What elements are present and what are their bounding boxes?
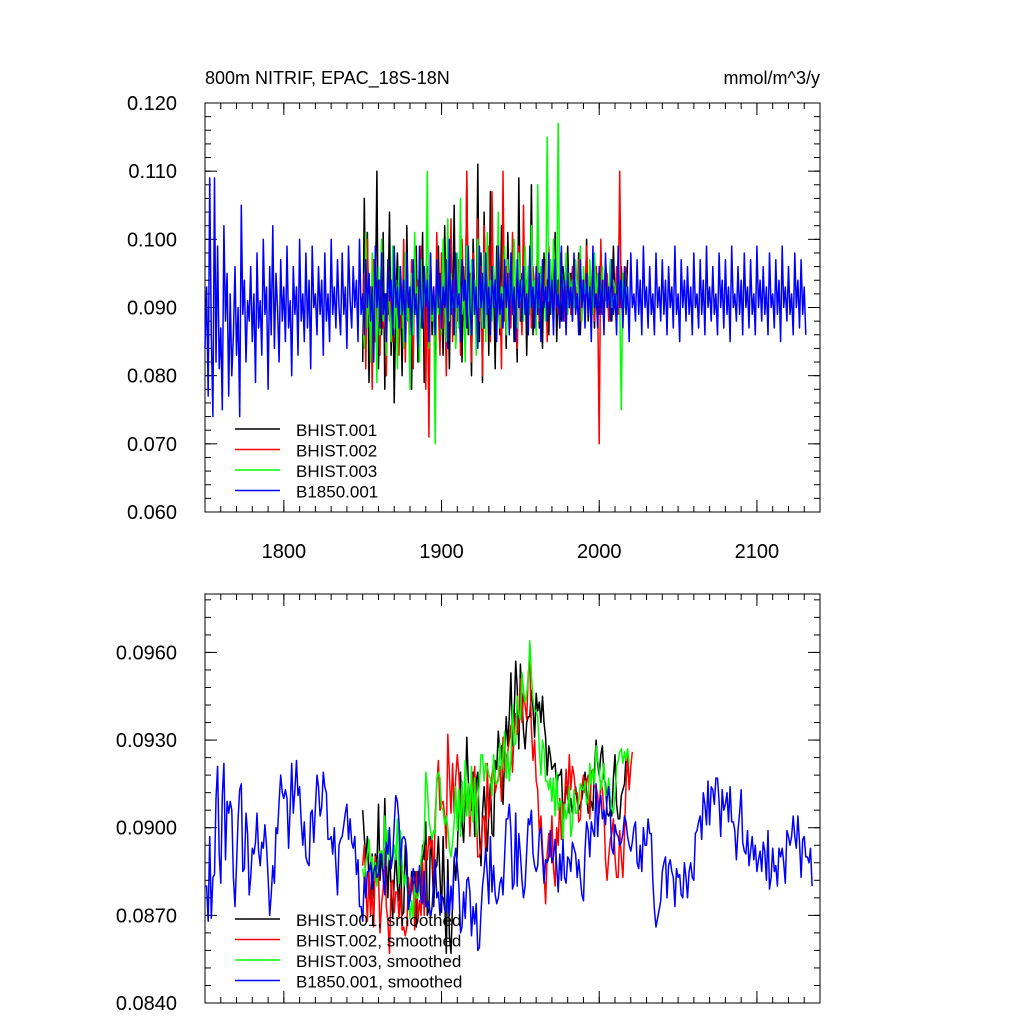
legend-label: BHIST.001	[296, 421, 377, 440]
bottom-plot-frame	[204, 593, 821, 1004]
y-tick-label: 0.080	[127, 366, 177, 388]
bottom-panel: 0.0840 0.0870 0.0900 0.0930 0.0960 BHIST.001…	[116, 593, 821, 1015]
y-tick-label: 0.0870	[116, 905, 177, 927]
x-tick-label: 2100	[735, 541, 780, 563]
legend-label: B1850.001	[296, 483, 378, 502]
legend-label: BHIST.001, smoothed	[296, 911, 461, 930]
y-tick-label: 0.090	[127, 298, 177, 320]
series-line-b1850-001	[204, 177, 807, 418]
x-tick-label: 1900	[419, 541, 464, 563]
y-tick-label: 0.120	[127, 93, 177, 115]
top-panel: 0.060 0.070 0.080 0.090 0.100 0.110 0.120 1800 1…	[127, 68, 821, 563]
bottom-series-group	[205, 639, 813, 955]
y-tick-label: 0.070	[127, 434, 177, 456]
series-line-b1850-001-smoothed	[205, 759, 813, 952]
top-ticks: 0.060 0.070 0.080 0.090 0.100 0.110 0.120 1800 1…	[127, 93, 821, 563]
units-label: mmol/m^3/y	[724, 68, 820, 88]
series-line-bhist-003-smoothed	[361, 639, 630, 920]
legend-label: BHIST.002	[296, 442, 377, 461]
y-tick-label: 0.110	[128, 161, 177, 183]
legend-label: B1850.001, smoothed	[296, 973, 462, 992]
top-series-group	[204, 122, 807, 445]
legend-label: BHIST.002, smoothed	[296, 932, 461, 951]
bottom-legend: BHIST.001, smoothed BHIST.002, smoothedBH…	[235, 911, 462, 992]
y-tick-label: 0.060	[127, 502, 177, 524]
y-tick-label: 0.100	[127, 229, 177, 251]
y-tick-label: 0.0930	[116, 730, 177, 752]
legend-label: BHIST.003	[296, 462, 377, 481]
y-tick-label: 0.0900	[116, 818, 177, 840]
bottom-ticks: 0.0840 0.0870 0.0900 0.0930 0.0960	[116, 594, 821, 1015]
y-tick-label: 0.0960	[116, 642, 177, 664]
legend-label: BHIST.003, smoothed	[296, 952, 461, 971]
x-tick-label: 1800	[262, 541, 307, 563]
y-tick-label: 0.0840	[116, 993, 177, 1015]
chart-title: 800m NITRIF, EPAC_18S-18N	[205, 68, 450, 89]
x-tick-label: 2000	[577, 541, 622, 563]
